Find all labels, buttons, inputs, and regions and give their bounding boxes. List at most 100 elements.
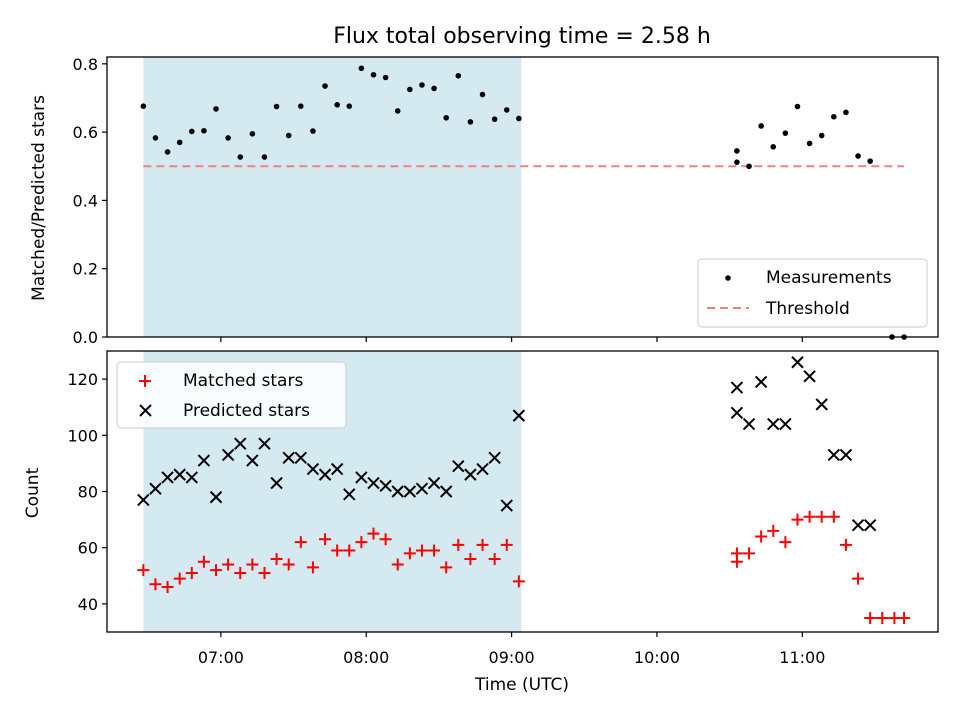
measurement-point <box>188 128 195 135</box>
predicted-star-point <box>500 499 513 512</box>
top-panel: 0.00.20.40.60.8 Matched/Predicted stars … <box>29 55 939 347</box>
matched-star-point <box>464 552 477 565</box>
predicted-star-point <box>403 485 417 498</box>
measurement-point <box>855 153 861 159</box>
measurement-point <box>346 103 353 109</box>
predicted-star-point <box>512 409 526 422</box>
top-y-tick-label: 0.6 <box>73 123 98 142</box>
matched-star-point <box>452 538 465 551</box>
predicted-star-point <box>815 398 828 411</box>
top-shaded-interval <box>143 57 522 337</box>
measurement-point <box>818 132 825 139</box>
matched-star-point <box>403 547 416 560</box>
measurement-point <box>394 108 401 114</box>
bottom-legend: Matched stars Predicted stars <box>116 361 347 429</box>
measurement-point <box>431 85 437 92</box>
top-measurement-points <box>140 65 907 340</box>
measurement-point <box>140 103 147 109</box>
measurement-point <box>310 128 316 134</box>
measurement-point <box>273 103 280 110</box>
matched-star-point <box>827 510 840 523</box>
matched-star-point <box>512 575 525 588</box>
matched-star-point <box>500 538 513 551</box>
legend-predicted-label: Predicted stars <box>183 401 310 421</box>
legend-measurements-label: Measurements <box>766 268 892 288</box>
predicted-star-point <box>839 448 853 462</box>
predicted-star-point <box>730 406 744 420</box>
measurement-point <box>322 83 328 89</box>
measurement-point <box>249 131 256 137</box>
predicted-star-point <box>209 490 223 504</box>
measurement-point <box>503 107 510 113</box>
predicted-star-point <box>137 493 150 507</box>
measurement-point <box>734 148 740 154</box>
measurement-point <box>467 119 474 125</box>
predicted-star-point <box>185 471 199 484</box>
measurement-point <box>419 82 425 88</box>
top-axes-frame <box>106 56 939 338</box>
predicted-star-point <box>742 417 756 431</box>
predicted-star-point <box>439 485 453 498</box>
measurement-point <box>831 113 837 120</box>
matched-star-point <box>440 561 453 574</box>
predicted-star-point <box>464 468 477 481</box>
matched-star-point <box>246 558 259 571</box>
measurement-point <box>794 103 801 110</box>
matched-star-point <box>137 564 150 577</box>
predicted-star-point <box>851 519 865 532</box>
matched-star-point <box>282 558 295 571</box>
matched-star-point <box>839 538 852 551</box>
measurement-point <box>516 115 522 122</box>
predicted-star-point <box>270 476 283 490</box>
x-tick-label: 11:00 <box>779 648 825 667</box>
measurement-point <box>746 163 752 170</box>
predicted-star-point <box>234 437 247 450</box>
predicted-star-point <box>779 417 792 431</box>
bottom-y-tick-label: 60 <box>78 539 98 558</box>
matched-star-point <box>791 513 804 526</box>
matched-star-point <box>306 561 319 574</box>
measurement-point <box>407 86 413 93</box>
measurement-point <box>237 154 244 160</box>
bottom-legend-box <box>116 361 347 429</box>
matched-star-point <box>755 530 768 543</box>
predicted-star-point <box>427 476 441 490</box>
predicted-star-point <box>367 476 380 490</box>
measurement-point <box>782 130 789 136</box>
matched-star-point <box>428 544 441 557</box>
predicted-star-point <box>306 462 320 476</box>
legend-measurements-marker <box>725 275 731 281</box>
predicted-star-point <box>730 381 744 394</box>
predicted-star-point <box>318 468 332 481</box>
matched-star-point <box>803 510 816 523</box>
matched-star-point <box>864 611 877 624</box>
matched-star-point <box>173 572 186 585</box>
measurement-point <box>370 71 377 78</box>
legend-matched-label: Matched stars <box>183 371 303 391</box>
matched-star-point <box>197 555 210 568</box>
bottom-panel: 40 60 80 100 120 07:00 08:00 09:00 10:00 11:00 C… <box>23 350 939 695</box>
legend-threshold-label: Threshold <box>765 299 850 319</box>
matched-star-point <box>367 527 380 540</box>
top-y-tick-label: 0.8 <box>73 55 98 74</box>
measurement-point <box>152 135 159 141</box>
matched-star-point <box>415 544 428 557</box>
bottom-y-ticks: 40 60 80 100 120 <box>67 370 107 614</box>
predicted-star-point <box>767 417 780 431</box>
predicted-star-point <box>488 451 501 464</box>
top-y-tick-label: 0.2 <box>73 260 98 279</box>
top-x-ticks <box>220 337 803 342</box>
bottom-count-points <box>137 356 911 624</box>
x-axis-label: Time (UTC) <box>474 675 569 695</box>
predicted-star-point <box>282 451 295 464</box>
x-tick-label: 08:00 <box>343 648 389 667</box>
matched-star-point <box>876 611 889 624</box>
matched-star-point <box>355 536 368 549</box>
predicted-star-point <box>391 485 404 498</box>
x-tick-label: 07:00 <box>198 648 244 667</box>
measurement-point <box>334 102 340 108</box>
legend-matched-marker <box>139 375 151 387</box>
matched-star-point <box>294 536 307 549</box>
matched-star-point <box>898 611 911 624</box>
matched-star-point <box>343 544 356 557</box>
